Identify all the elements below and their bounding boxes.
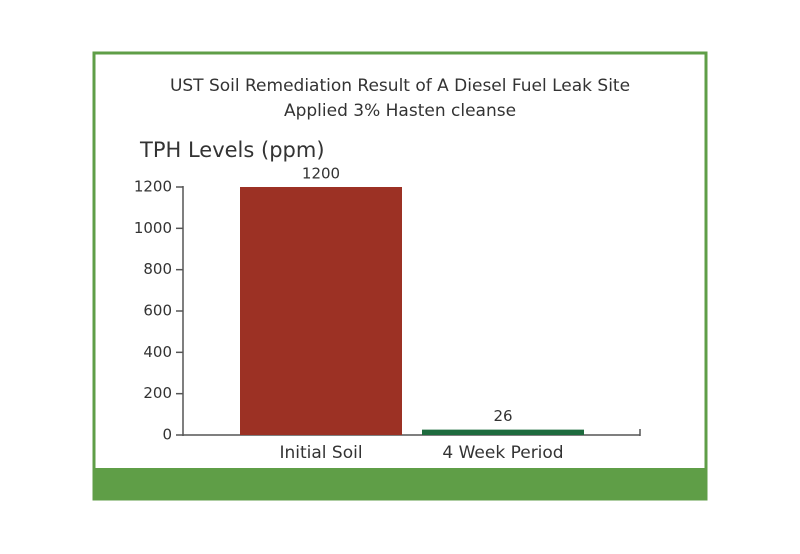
bar [422,429,584,435]
y-tick-label: 600 [143,302,172,320]
x-tick-label: Initial Soil [279,443,362,463]
y-tick-label: 0 [162,426,172,444]
y-tick-label: 400 [143,343,172,361]
value-label: 26 [493,407,512,425]
y-axis-label: TPH Levels (ppm) [139,138,325,162]
x-tick-label: 4 Week Period [442,443,563,463]
chart-subtitle: Applied 3% Hasten cleanse [284,101,516,121]
y-tick-label: 1000 [134,219,172,237]
value-label: 1200 [302,165,340,183]
footer-band [94,468,706,500]
chart-title: UST Soil Remediation Result of A Diesel … [170,76,630,96]
y-tick-label: 200 [143,384,172,402]
bar [240,187,402,435]
y-tick-label: 800 [143,260,172,278]
y-tick-label: 1200 [134,178,172,196]
